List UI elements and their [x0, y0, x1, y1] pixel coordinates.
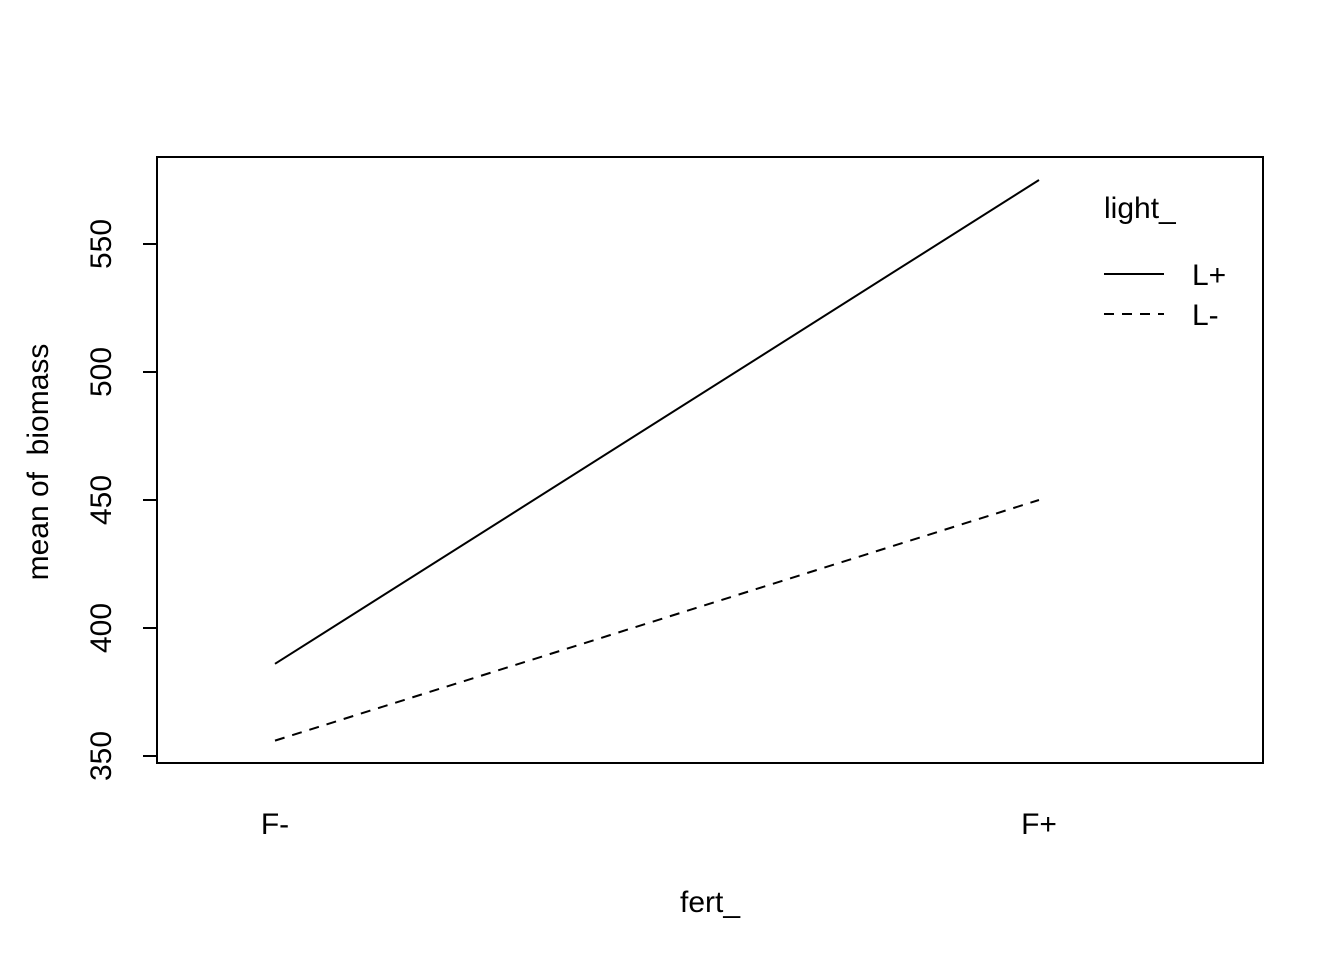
y-tick-label: 500: [85, 347, 118, 397]
y-axis-title: mean of biomass: [22, 344, 55, 581]
y-tick-label: 400: [85, 603, 118, 653]
y-tick-label: 350: [85, 731, 118, 781]
legend-label: L+: [1192, 259, 1226, 292]
x-axis-title: fert_: [680, 886, 741, 919]
legend-title: light_: [1104, 192, 1177, 225]
y-tick-label: 550: [85, 219, 118, 269]
x-axis: F- F+: [261, 808, 1057, 841]
y-axis: 350 400 450 500 550: [85, 219, 157, 781]
x-tick-label: F-: [261, 808, 289, 841]
legend: light_ L+ L-: [1104, 192, 1226, 332]
legend-label: L-: [1192, 299, 1219, 332]
series-line-l-minus: [275, 500, 1039, 741]
series-group: [275, 180, 1039, 741]
x-tick-label: F+: [1021, 808, 1057, 841]
y-tick-label: 450: [85, 475, 118, 525]
plot-frame: [157, 157, 1263, 763]
series-line-l-plus: [275, 180, 1039, 664]
